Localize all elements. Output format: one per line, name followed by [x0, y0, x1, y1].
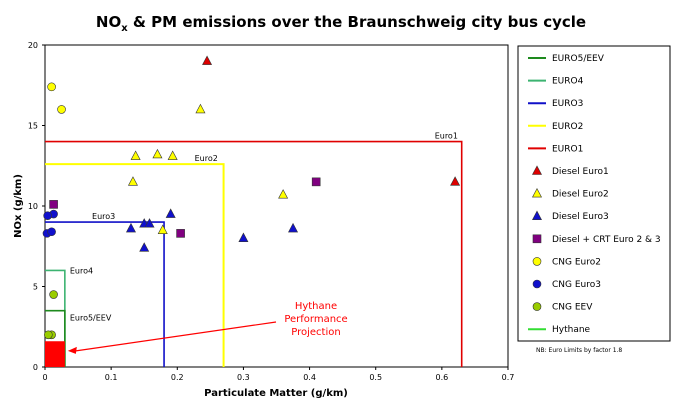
point-diesel-euro1-2 — [450, 176, 461, 186]
x-tick-label: 0.3 — [237, 373, 250, 382]
legend-label: Diesel Euro3 — [552, 212, 609, 222]
hythane-annotation: Hythane Performance Projection — [67, 301, 348, 354]
point-diesel-euro3-6 — [238, 232, 249, 242]
legend-item-hythane: Hythane — [528, 325, 591, 335]
point-diesel-euro2-2 — [130, 150, 141, 160]
point-cng-euro3-4 — [47, 227, 56, 237]
legend-item-euro4: EURO4 — [528, 77, 584, 87]
annotation-text-line: Projection — [291, 327, 340, 338]
limit-line-euro2 — [45, 163, 225, 367]
x-tick-label: 0.7 — [502, 373, 515, 382]
point-diesel-euro3-7 — [139, 242, 150, 252]
legend-item-euro3: EURO3 — [528, 99, 583, 109]
x-axis-label: Particulate Matter (g/km) — [204, 388, 348, 399]
legend-label: CNG Euro3 — [552, 280, 601, 290]
legend-item-diesel-crt-euro-2-3: Diesel + CRT Euro 2 & 3 — [532, 234, 661, 245]
legend-item-cng-eev: CNG EEV — [532, 302, 593, 313]
x-axis-ticks: 0 0.1 0.2 0.3 0.4 0.5 0.6 0.7 — [42, 367, 514, 382]
legend: EURO5/EEV EURO4 EURO3 EURO2 EURO1 Diesel Euro… — [528, 54, 661, 335]
point-cng-eev-1 — [49, 290, 58, 299]
legend-item-euro5-eev: EURO5/EEV — [528, 54, 605, 64]
point-diesel-euro3-5 — [288, 222, 299, 233]
legend-item-diesel-euro3: Diesel Euro3 — [532, 210, 609, 222]
y-tick-label: 5 — [33, 283, 38, 292]
legend-label: Diesel + CRT Euro 2 & 3 — [552, 235, 661, 245]
point-diesel-crt-euro-2-3-1 — [49, 200, 58, 209]
legend-item-diesel-euro1: Diesel Euro1 — [532, 165, 609, 177]
legend-item-euro1: EURO1 — [528, 144, 583, 154]
point-diesel-crt-euro-2-3-2 — [311, 177, 321, 187]
legend-swatch — [532, 187, 542, 198]
point-diesel-euro2-5 — [127, 176, 138, 186]
legend-label: EURO4 — [552, 77, 584, 87]
y-tick-label: 10 — [28, 202, 38, 211]
point-diesel-crt-euro-2-3-3 — [176, 229, 185, 238]
y-axis-ticks: 0 5 10 15 20 — [28, 41, 45, 372]
annotation-arrowhead — [67, 346, 77, 354]
limit-label-euro5-eev: Euro5/EEV — [70, 314, 112, 323]
legend-label: Hythane — [552, 325, 591, 335]
point-diesel-euro2-1 — [195, 103, 206, 114]
legend-label: EURO1 — [552, 144, 583, 154]
point-diesel-euro3-2 — [125, 222, 136, 233]
legend-label: EURO2 — [552, 122, 583, 132]
annotation-arrow-line — [75, 321, 277, 352]
data-points — [42, 55, 461, 367]
point-diesel-euro2-3 — [152, 148, 163, 159]
limit-line-euro1 — [45, 140, 463, 367]
point-diesel-euro3-1 — [165, 208, 176, 218]
annotation-text-line: Hythane — [295, 301, 337, 312]
limit-label-euro4: Euro4 — [70, 266, 93, 275]
point-diesel-euro2-6 — [278, 189, 289, 199]
legend-label: Diesel Euro1 — [552, 167, 609, 177]
legend-box — [517, 45, 671, 342]
limit-line-euro3 — [45, 221, 165, 367]
legend-item-cng-euro3: CNG Euro3 — [532, 279, 601, 290]
point-diesel-euro2-7 — [157, 224, 168, 234]
legend-swatch — [532, 302, 542, 311]
footnote: NB: Euro Limits by factor 1.8 — [536, 347, 622, 354]
point-diesel-euro2-4 — [167, 150, 178, 160]
y-tick-label: 0 — [33, 363, 38, 372]
legend-label: EURO5/EEV — [552, 54, 605, 64]
x-tick-label: 0.1 — [105, 373, 118, 382]
legend-label: Diesel Euro2 — [552, 190, 609, 200]
chart-title: NOx & PM emissions over the Braunschweig… — [96, 13, 586, 34]
legend-swatch — [532, 234, 542, 244]
limit-label-euro2: Euro2 — [195, 154, 218, 163]
legend-swatch — [532, 210, 542, 220]
y-axis-label: NOx (g/km) — [13, 174, 24, 238]
point-diesel-euro1-1 — [202, 55, 213, 65]
legend-label: EURO3 — [552, 99, 583, 109]
legend-swatch — [532, 257, 542, 266]
y-tick-label: 15 — [28, 122, 38, 131]
legend-label: CNG Euro2 — [552, 257, 601, 267]
y-tick-label: 20 — [28, 41, 38, 50]
legend-item-euro2: EURO2 — [528, 122, 583, 132]
legend-label: CNG EEV — [552, 303, 593, 313]
point-cng-euro2-2 — [57, 105, 66, 114]
annotation-text-line: Performance — [284, 314, 347, 325]
point-diesel-euro3-4 — [144, 218, 155, 228]
x-tick-label: 0.4 — [303, 373, 316, 382]
legend-swatch — [532, 165, 542, 175]
hythane-projection-box — [45, 341, 65, 367]
legend-item-diesel-euro2: Diesel Euro2 — [532, 187, 609, 200]
x-tick-label: 0.2 — [171, 373, 184, 382]
point-cng-euro2-1 — [47, 82, 56, 92]
limit-label-euro3: Euro3 — [92, 212, 115, 221]
limit-label-euro1: Euro1 — [435, 132, 458, 141]
x-tick-label: 0 — [42, 373, 47, 382]
point-cng-eev-3 — [44, 330, 53, 340]
x-tick-label: 0.6 — [435, 373, 448, 382]
legend-swatch — [532, 279, 542, 289]
x-tick-label: 0.5 — [369, 373, 382, 382]
point-cng-euro3-2 — [43, 211, 52, 220]
legend-item-cng-euro2: CNG Euro2 — [532, 257, 601, 267]
limit-boxes: Euro1 Euro2 Euro3 Euro4 Euro5/EEV — [45, 132, 463, 367]
